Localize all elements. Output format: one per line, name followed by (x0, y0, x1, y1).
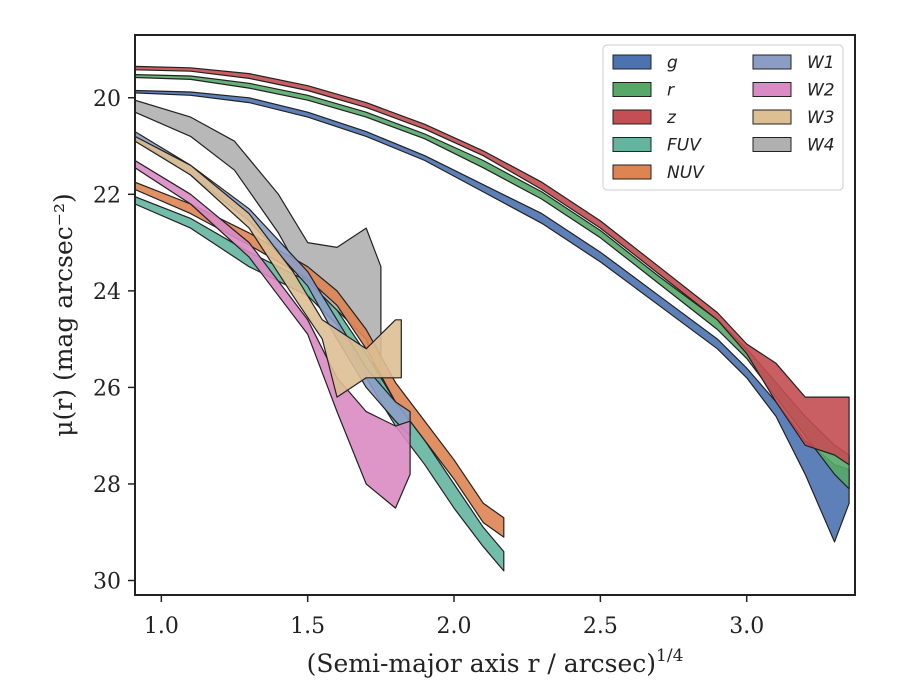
y-axis-ticks: 20 22 24 26 28 30 (93, 87, 135, 595)
legend-swatch-w4 (752, 137, 792, 152)
legend-swatch-r (612, 82, 652, 97)
y-tick-label: 20 (93, 87, 121, 112)
x-axis-ticks: 1.0 1.5 2.0 2.5 3.0 (144, 595, 764, 639)
x-axis-label: (Semi-major axis r / arcsec)1/4 (307, 646, 684, 678)
band-w3 (135, 135, 402, 398)
legend-label-w3: W3 (807, 108, 835, 128)
y-axis-label: μ(r) (mag arcsec⁻²) (49, 193, 78, 436)
x-tick-label: 2.5 (583, 614, 618, 639)
y-tick-label: 26 (93, 376, 121, 401)
plot-area (135, 65, 850, 572)
legend-swatch-z (612, 109, 652, 125)
y-tick-label: 22 (93, 183, 121, 208)
legend-swatch-w1 (752, 54, 792, 70)
legend-label-nuv: NUV (667, 163, 705, 183)
plot-frame (134, 34, 856, 596)
legend-box (602, 44, 844, 191)
legend-label-fuv: FUV (667, 136, 702, 156)
legend: grz FUV NUV W1 W2 W3 W4 (602, 44, 844, 191)
legend-label-w4: W4 (807, 136, 835, 156)
legend-label-g: g (667, 53, 678, 73)
x-tick-label: 1.0 (144, 614, 179, 639)
y-tick-label: 30 (93, 570, 121, 595)
legend-label-z: z (666, 108, 677, 128)
y-tick-label: 28 (93, 473, 121, 498)
x-tick-label: 1.5 (290, 614, 325, 639)
band-z (135, 65, 850, 466)
legend-swatch-w2 (752, 82, 792, 97)
x-tick-label: 2.0 (437, 614, 472, 639)
band-g (135, 89, 850, 543)
band-r (135, 74, 850, 490)
legend-label-w1: W1 (807, 53, 835, 73)
band-w2 (135, 159, 411, 509)
y-tick-label: 24 (93, 280, 121, 305)
legend-swatch-w3 (752, 109, 792, 125)
legend-swatch-nuv (612, 164, 652, 180)
legend-swatch-fuv (612, 137, 652, 152)
legend-label-w2: W2 (807, 81, 835, 101)
legend-label-r: r (667, 81, 675, 101)
x-tick-label: 3.0 (729, 614, 764, 639)
legend-swatch-g (612, 54, 652, 70)
